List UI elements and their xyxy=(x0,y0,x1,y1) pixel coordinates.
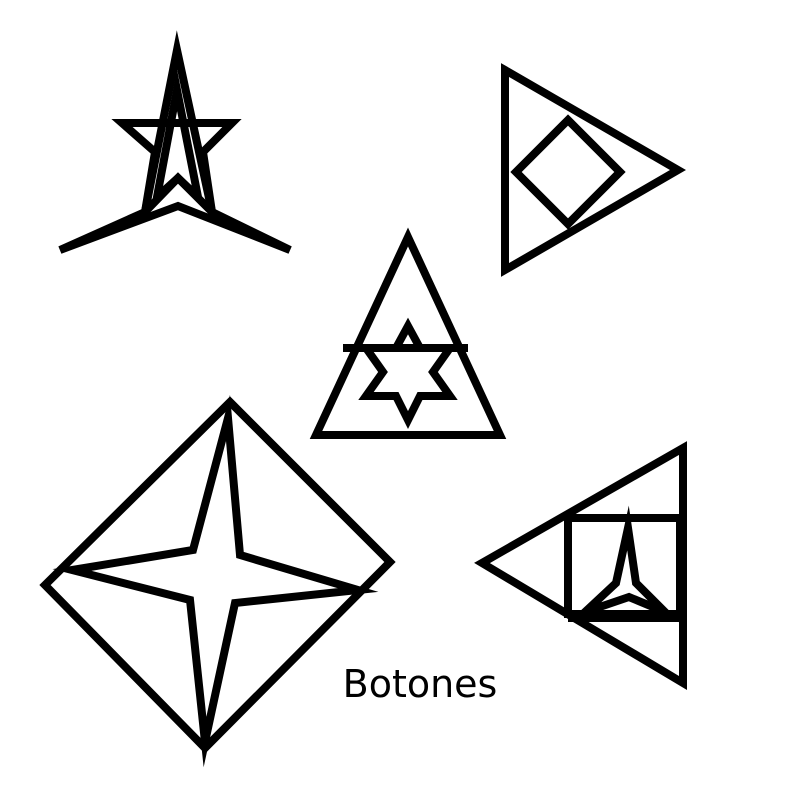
square-in-left-triangle-button[interactable] xyxy=(474,441,687,691)
tilted-square xyxy=(510,114,626,230)
hexagram-in-triangle-button[interactable] xyxy=(309,227,507,439)
four-point-star-in-diamond-button[interactable] xyxy=(39,394,396,768)
hexagram-icon xyxy=(358,317,458,429)
right-triangle-outline xyxy=(501,63,686,277)
four-point-star-icon xyxy=(52,394,379,768)
star-on-arrowhead-button[interactable] xyxy=(58,30,292,254)
five-point-star-outline xyxy=(111,119,242,224)
small-spike-star-icon xyxy=(568,505,683,624)
caption-label: Botones xyxy=(342,662,498,706)
left-triangle-outline xyxy=(474,441,687,691)
diamond-in-triangle-button[interactable] xyxy=(501,63,686,277)
upward-triangle-outline xyxy=(309,227,507,439)
star-inner-spike xyxy=(150,68,205,209)
